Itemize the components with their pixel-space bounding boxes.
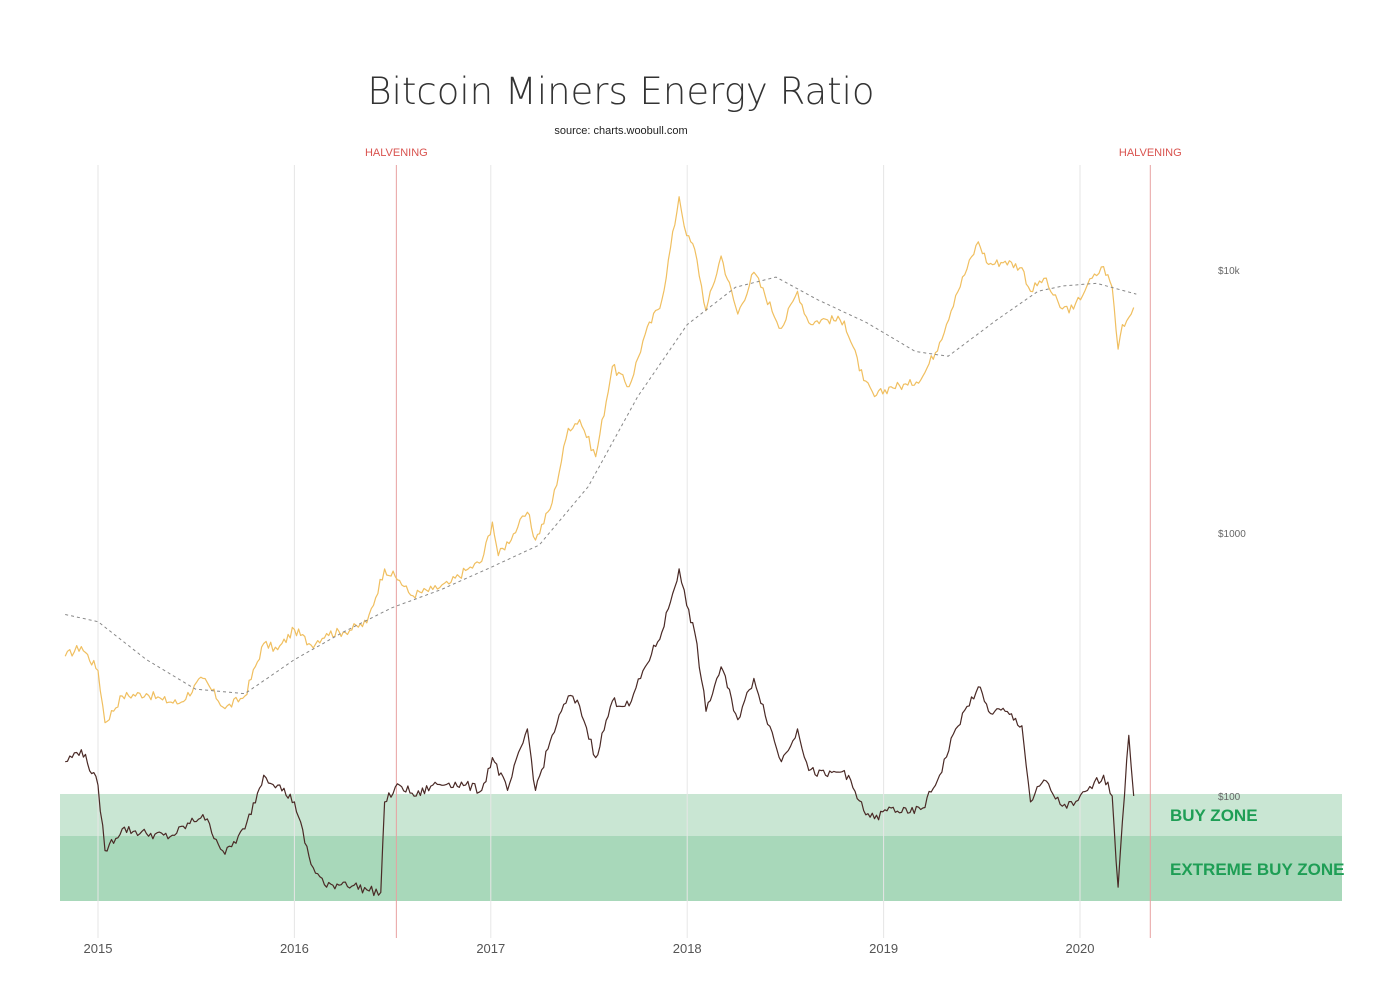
extreme-buy-zone-label: EXTREME BUY ZONE [1170, 860, 1344, 879]
series-group [64, 196, 1137, 897]
y-tick-label: $10k [1218, 266, 1241, 277]
moving-average-line [65, 276, 1137, 695]
miners-energy-ratio-line [65, 568, 1135, 897]
y-axis-ticks: $100 $1000 $10k [1218, 266, 1246, 803]
y-tick-label: $100 [1218, 792, 1241, 803]
chart-subtitle: source: charts.woobull.com [554, 125, 687, 137]
vertical-grid [97, 165, 1081, 938]
halving-label: HALVENING [365, 147, 428, 159]
x-tick-label: 2020 [1066, 941, 1095, 956]
x-tick-label: 2015 [84, 941, 113, 956]
extreme-buy-zone-band [60, 836, 1342, 901]
buy-zone-label: BUY ZONE [1170, 806, 1258, 825]
x-tick-label: 2018 [673, 941, 702, 956]
halving-label: HALVENING [1119, 147, 1182, 159]
x-tick-label: 2016 [280, 941, 309, 956]
halving-markers: HALVENING HALVENING [365, 147, 1182, 938]
y-tick-label: $1000 [1218, 529, 1246, 540]
x-axis-ticks: 2015 2016 2017 2018 2019 2020 [84, 941, 1095, 956]
chart-title: Bitcoin Miners Energy Ratio [367, 70, 874, 113]
x-tick-label: 2019 [869, 941, 898, 956]
price-line [64, 196, 1135, 724]
buy-zone-band [60, 794, 1342, 836]
x-tick-label: 2017 [476, 941, 505, 956]
